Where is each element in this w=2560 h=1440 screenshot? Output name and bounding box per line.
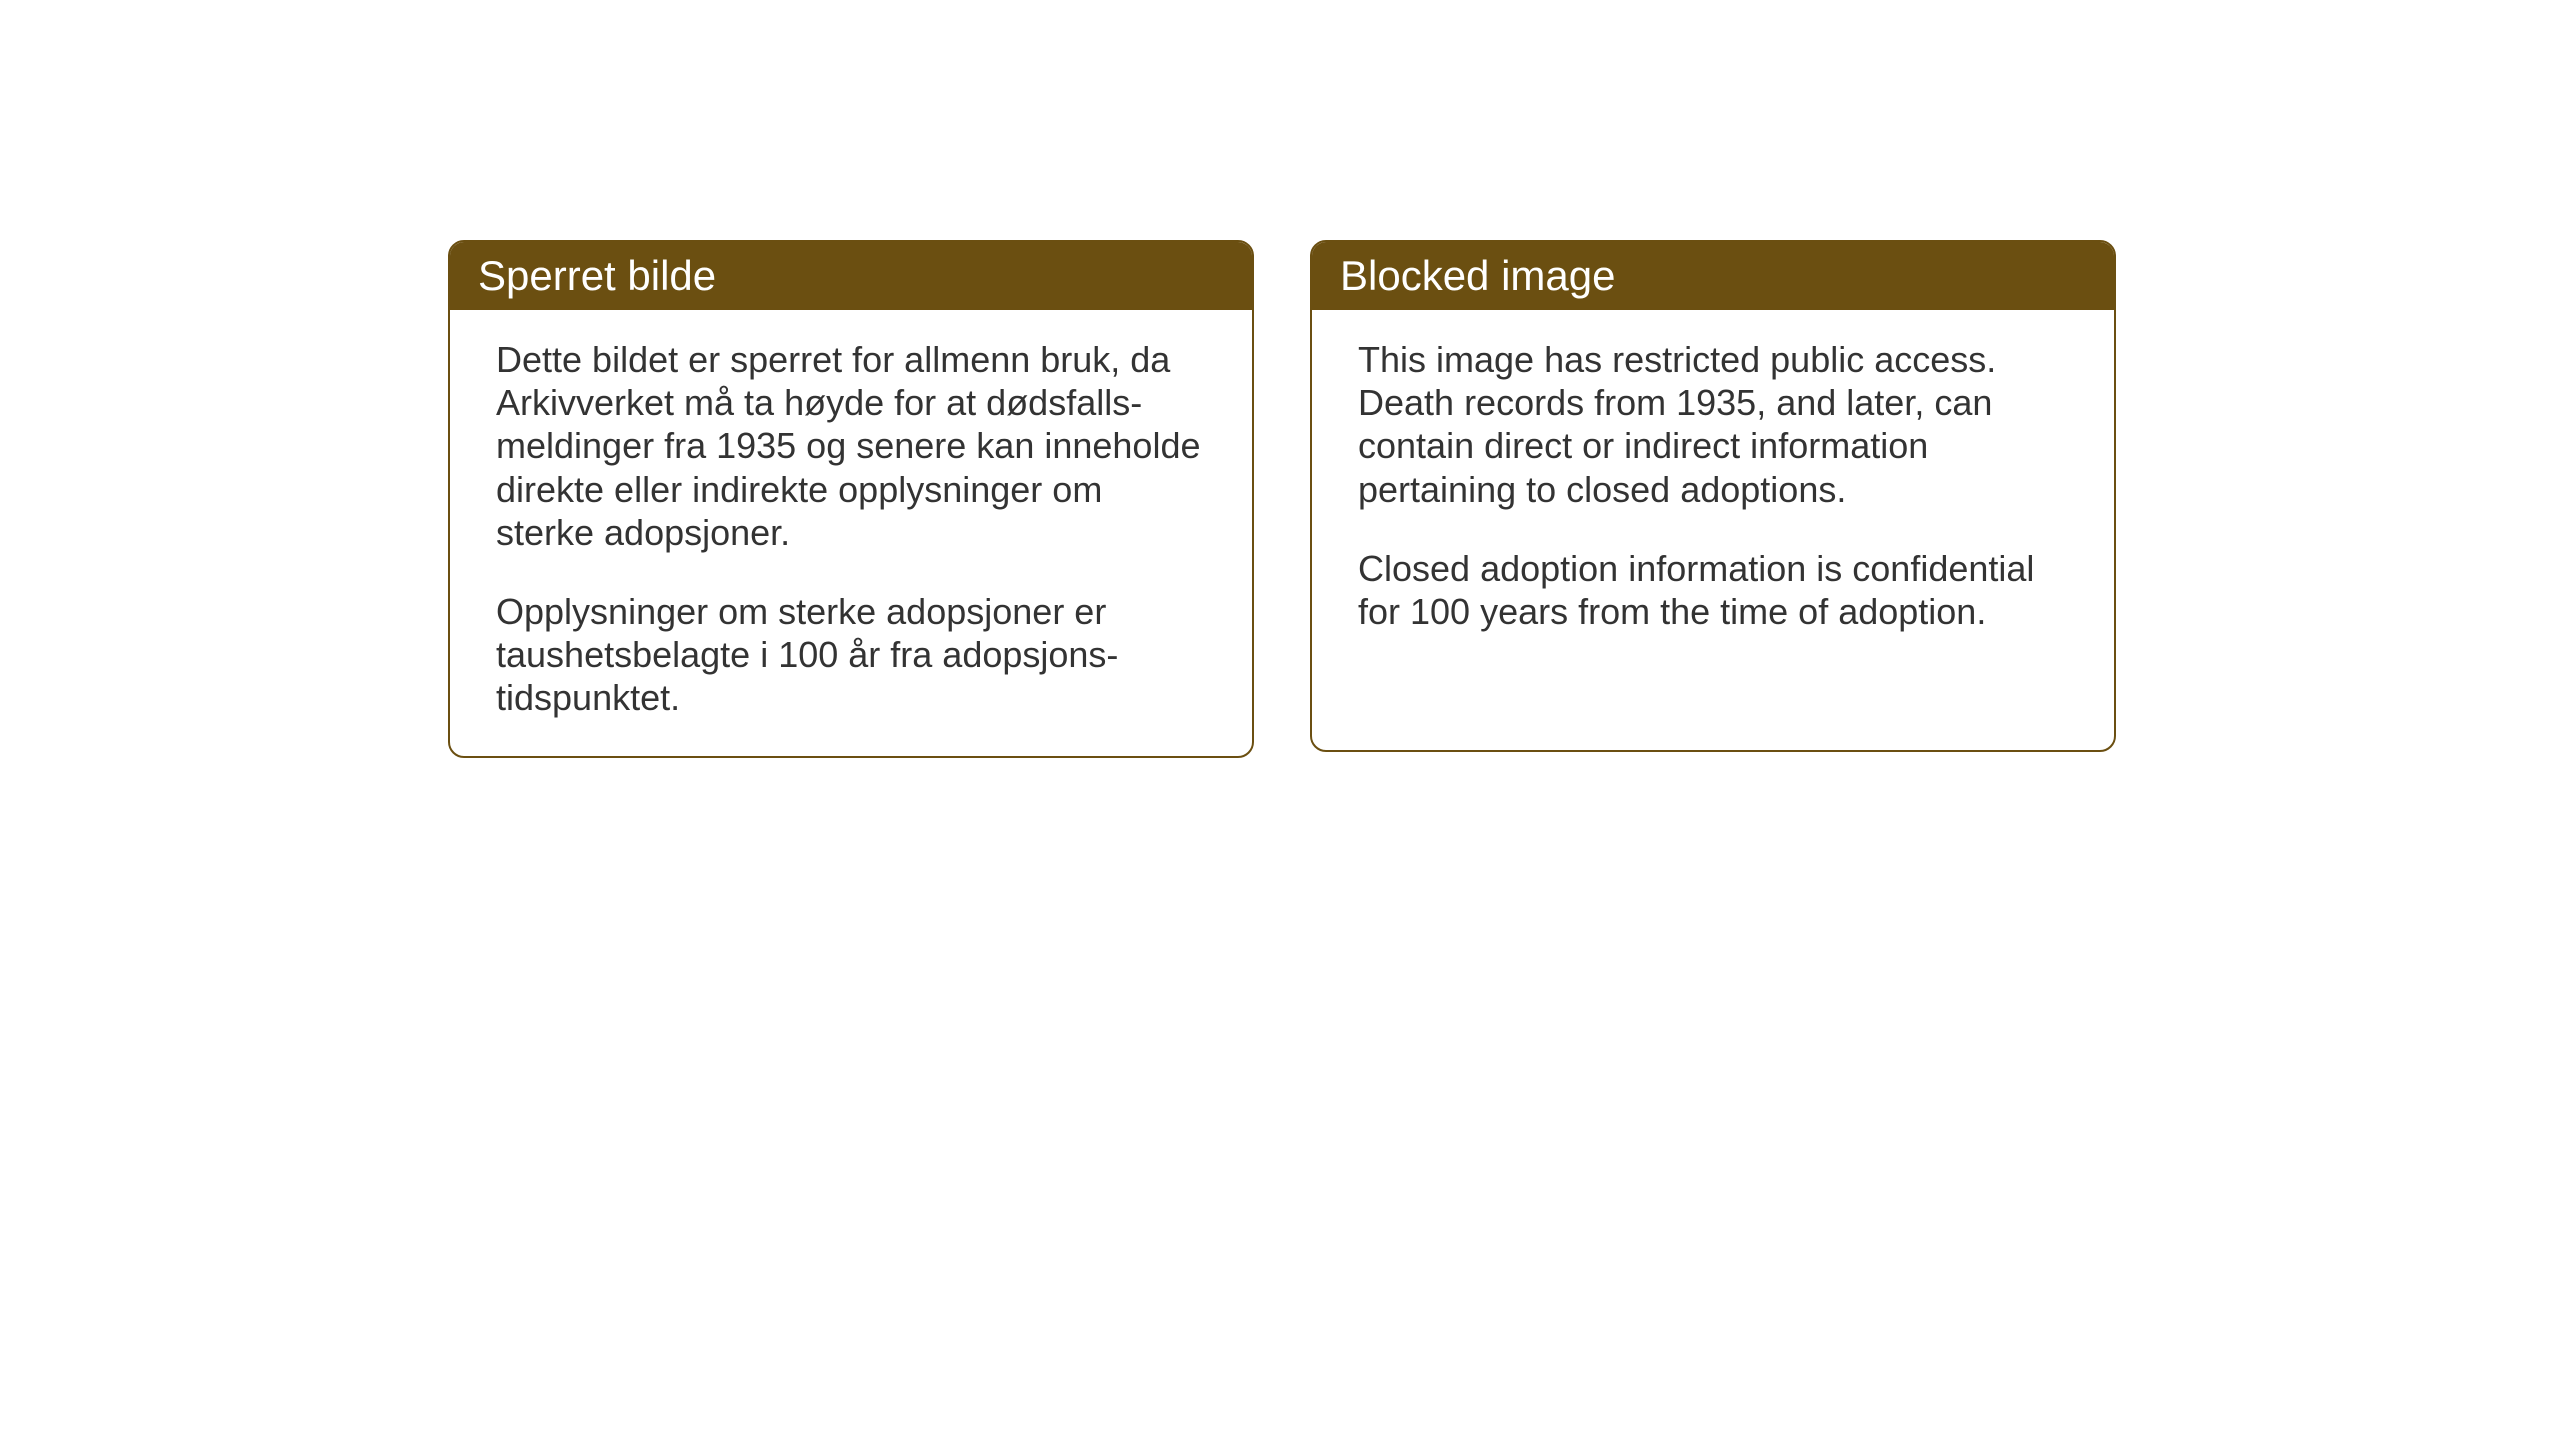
paragraph-english-2: Closed adoption information is confident… bbox=[1358, 547, 2068, 633]
notice-container: Sperret bilde Dette bildet er sperret fo… bbox=[448, 240, 2116, 758]
card-title-english: Blocked image bbox=[1312, 242, 2114, 310]
card-body-norwegian: Dette bildet er sperret for allmenn bruk… bbox=[450, 310, 1252, 756]
notice-card-english: Blocked image This image has restricted … bbox=[1310, 240, 2116, 752]
paragraph-norwegian-2: Opplysninger om sterke adopsjoner er tau… bbox=[496, 590, 1206, 720]
notice-card-norwegian: Sperret bilde Dette bildet er sperret fo… bbox=[448, 240, 1254, 758]
card-title-norwegian: Sperret bilde bbox=[450, 242, 1252, 310]
paragraph-english-1: This image has restricted public access.… bbox=[1358, 338, 2068, 511]
paragraph-norwegian-1: Dette bildet er sperret for allmenn bruk… bbox=[496, 338, 1206, 554]
card-body-english: This image has restricted public access.… bbox=[1312, 310, 2114, 669]
